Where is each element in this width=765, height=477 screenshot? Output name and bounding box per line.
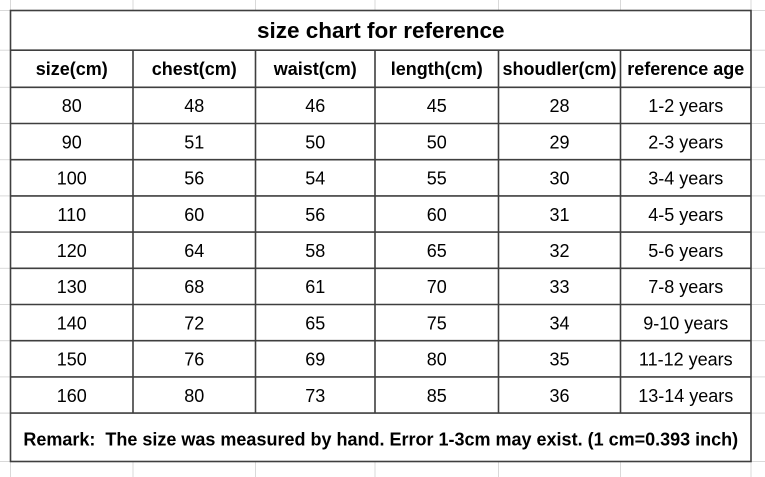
svg-text:68: 68: [184, 277, 204, 297]
svg-text:65: 65: [427, 241, 447, 261]
svg-text:160: 160: [57, 386, 87, 406]
svg-text:90: 90: [62, 132, 82, 152]
svg-text:length(cm): length(cm): [391, 59, 483, 79]
svg-text:1-2 years: 1-2 years: [648, 96, 723, 116]
svg-text:51: 51: [184, 132, 204, 152]
svg-text:size(cm): size(cm): [36, 59, 108, 79]
svg-text:150: 150: [57, 350, 87, 370]
svg-text:100: 100: [57, 169, 87, 189]
svg-text:130: 130: [57, 277, 87, 297]
svg-text:9-10 years: 9-10 years: [643, 313, 728, 333]
svg-text:11-12 years: 11-12 years: [639, 350, 733, 370]
svg-text:76: 76: [184, 350, 204, 370]
svg-text:29: 29: [549, 132, 569, 152]
svg-text:3-4 years: 3-4 years: [648, 169, 723, 189]
svg-text:60: 60: [184, 205, 204, 225]
svg-text:reference age: reference age: [627, 59, 744, 79]
svg-text:shoudler(cm): shoudler(cm): [502, 59, 616, 79]
svg-text:69: 69: [305, 350, 325, 370]
svg-text:80: 80: [184, 386, 204, 406]
svg-text:33: 33: [549, 277, 569, 297]
svg-text:size chart for reference: size chart for reference: [257, 18, 505, 43]
svg-text:Remark: The size was measured: Remark: The size was measured by hand. E…: [23, 429, 738, 449]
svg-text:35: 35: [549, 350, 569, 370]
svg-text:28: 28: [549, 96, 569, 116]
svg-text:54: 54: [305, 169, 325, 189]
svg-text:56: 56: [305, 205, 325, 225]
svg-text:5-6 years: 5-6 years: [648, 241, 723, 261]
svg-text:7-8 years: 7-8 years: [648, 277, 723, 297]
svg-text:36: 36: [549, 386, 569, 406]
svg-text:2-3 years: 2-3 years: [648, 132, 723, 152]
svg-text:73: 73: [305, 386, 325, 406]
svg-text:waist(cm): waist(cm): [273, 59, 357, 79]
svg-text:60: 60: [427, 205, 447, 225]
svg-text:65: 65: [305, 313, 325, 333]
svg-text:4-5 years: 4-5 years: [648, 205, 723, 225]
svg-text:32: 32: [549, 241, 569, 261]
svg-text:80: 80: [62, 96, 82, 116]
svg-text:50: 50: [427, 132, 447, 152]
svg-text:110: 110: [57, 205, 86, 225]
svg-text:56: 56: [184, 169, 204, 189]
svg-text:61: 61: [305, 277, 325, 297]
svg-text:30: 30: [549, 169, 569, 189]
svg-text:chest(cm): chest(cm): [152, 59, 237, 79]
svg-text:85: 85: [427, 386, 447, 406]
svg-text:64: 64: [184, 241, 204, 261]
svg-text:70: 70: [427, 277, 447, 297]
svg-text:120: 120: [57, 241, 87, 261]
svg-text:55: 55: [427, 169, 447, 189]
svg-text:48: 48: [184, 96, 204, 116]
svg-text:58: 58: [305, 241, 325, 261]
svg-text:13-14 years: 13-14 years: [638, 386, 733, 406]
svg-text:72: 72: [184, 313, 204, 333]
svg-text:75: 75: [427, 313, 447, 333]
svg-text:45: 45: [427, 96, 447, 116]
svg-text:50: 50: [305, 132, 325, 152]
svg-text:46: 46: [305, 96, 325, 116]
svg-text:80: 80: [427, 350, 447, 370]
svg-text:31: 31: [549, 205, 569, 225]
svg-text:140: 140: [57, 313, 87, 333]
svg-text:34: 34: [549, 313, 569, 333]
